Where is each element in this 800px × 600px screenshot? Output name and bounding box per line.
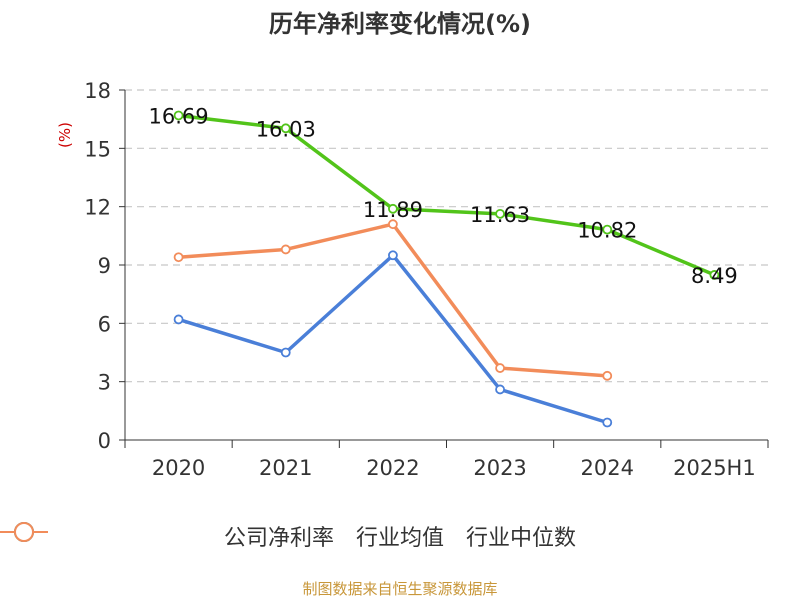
y-tick-label: 12 [84, 196, 111, 220]
chart-title: 历年净利率变化情况(%) [269, 10, 531, 38]
data-point [602, 417, 613, 428]
legend-item-company-net-margin[interactable]: 公司净利率 [0, 520, 334, 552]
legend-label: 行业中位数 [466, 526, 577, 551]
data-point [709, 270, 720, 280]
data-point [173, 314, 184, 325]
x-tick-label: 2022 [366, 456, 419, 480]
data-label: 16.03 [256, 117, 316, 141]
data-point [602, 224, 613, 235]
data-label: 11.63 [470, 203, 530, 227]
data-point [602, 370, 613, 381]
legend: 公司净利率 行业均值 行业中位数 [0, 520, 800, 552]
y-tick-label: 18 [84, 79, 111, 103]
x-tick-label: 2020 [152, 456, 205, 480]
data-point [173, 110, 184, 121]
x-tick-label: 2023 [473, 456, 526, 480]
x-tick-label: 2024 [581, 456, 634, 480]
y-tick-label: 0 [98, 429, 111, 453]
legend-item-industry-median[interactable]: 行业中位数 [0, 520, 577, 552]
data-point [495, 384, 505, 395]
data-point [280, 244, 291, 255]
data-point [173, 252, 184, 263]
source-footer: 制图数据来自恒生聚源数据库 [302, 580, 498, 598]
data-label: 16.69 [149, 104, 209, 128]
data-label: 8.49 [691, 264, 738, 288]
x-tick-label: 2021 [259, 456, 312, 480]
data-label: 11.89 [363, 198, 423, 222]
data-point [388, 250, 398, 261]
legend-label: 行业均值 [355, 526, 444, 551]
y-tick-label: 9 [98, 254, 111, 278]
data-point [388, 203, 398, 214]
legend-label: 公司净利率 [223, 526, 334, 551]
legend-item-industry-mean[interactable]: 行业均值 [0, 520, 444, 552]
data-point [280, 347, 291, 358]
y-tick-label: 3 [98, 371, 111, 395]
data-point [495, 208, 505, 219]
y-tick-label: 6 [98, 312, 111, 336]
y-tick-label: 15 [84, 137, 111, 161]
data-point [495, 363, 505, 373]
series-line [178, 253, 608, 425]
x-tick-label: 2025H1 [673, 456, 756, 480]
series-line [178, 113, 716, 277]
data-label: 10.82 [577, 219, 637, 243]
data-point [388, 219, 398, 230]
legend-marker-icon [0, 522, 48, 542]
data-point [280, 123, 291, 134]
series-line [178, 222, 608, 378]
